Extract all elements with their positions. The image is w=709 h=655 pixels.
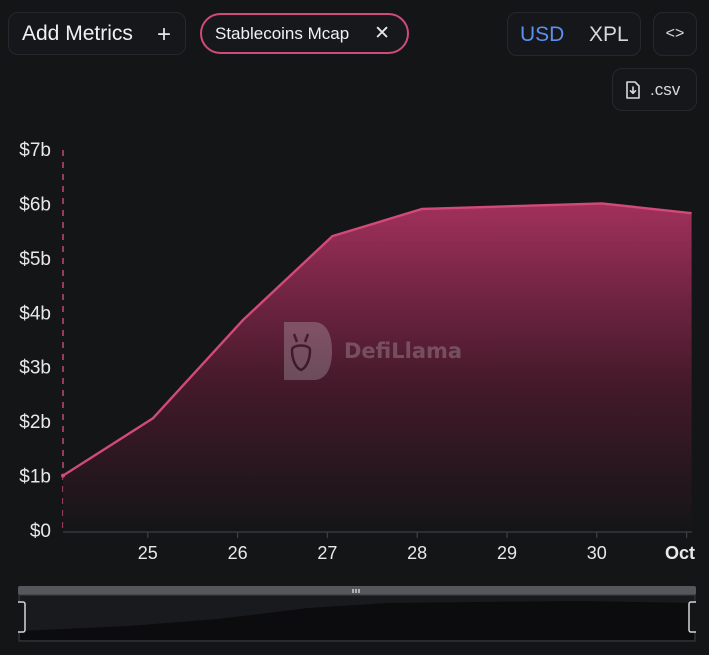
y-tick-label: $4b [19, 303, 51, 324]
data-point [600, 201, 604, 205]
range-brush[interactable] [18, 586, 696, 642]
csv-label: .csv [650, 80, 681, 99]
x-tick-label: 27 [317, 543, 337, 563]
y-tick-label: $1b [19, 467, 51, 488]
currency-option-xpl[interactable]: XPL [589, 23, 629, 46]
y-tick-label: $3b [19, 358, 51, 379]
y-axis: $0 $1b $2b $3b $4b $5b $6b $7b [19, 140, 51, 542]
data-point [61, 473, 65, 478]
x-axis: 25 26 27 28 29 30 Oct [138, 532, 695, 563]
data-point [330, 234, 334, 238]
currency-toggle: USD XPL [507, 12, 641, 56]
y-tick-label: $7b [19, 140, 51, 161]
y-tick-label: $2b [19, 412, 51, 433]
data-point [151, 416, 155, 420]
data-point [510, 204, 514, 208]
x-tick-label: 28 [407, 543, 427, 563]
brush-track [18, 586, 696, 595]
data-point [420, 207, 424, 211]
brush-grip-icon [352, 589, 360, 593]
x-tick-label: 30 [587, 543, 607, 563]
add-metrics-label: Add Metrics [22, 21, 133, 45]
brush-handle-left[interactable] [18, 601, 26, 633]
currency-option-usd[interactable]: USD [520, 23, 565, 46]
x-tick-label: 26 [228, 543, 248, 563]
x-tick-label: 25 [138, 543, 158, 563]
data-point [690, 211, 694, 215]
series-area-stablecoins-mcap [63, 203, 692, 530]
brush-preview-area [20, 601, 694, 640]
x-tick-label: Oct [665, 543, 695, 563]
y-tick-label: $6b [19, 194, 51, 215]
code-icon: <> [665, 25, 685, 42]
y-tick-label: $5b [19, 249, 51, 270]
y-tick-label: $0 [30, 521, 51, 542]
download-csv-button[interactable]: .csv [612, 68, 697, 111]
x-tick-label: 29 [497, 543, 517, 563]
file-download-icon [626, 81, 640, 99]
close-icon[interactable]: ✕ [374, 23, 390, 44]
metric-chip-label: Stablecoins Mcap [215, 23, 350, 43]
data-point [241, 318, 245, 322]
series-line-stablecoins-mcap [62, 202, 692, 477]
brush-handle-right[interactable] [688, 601, 696, 633]
add-metrics-button[interactable]: Add Metrics + [8, 12, 186, 55]
metric-chip-stablecoins-mcap[interactable]: Stablecoins Mcap ✕ [200, 13, 409, 54]
embed-button[interactable]: <> [653, 12, 697, 56]
plus-icon: + [156, 21, 171, 48]
